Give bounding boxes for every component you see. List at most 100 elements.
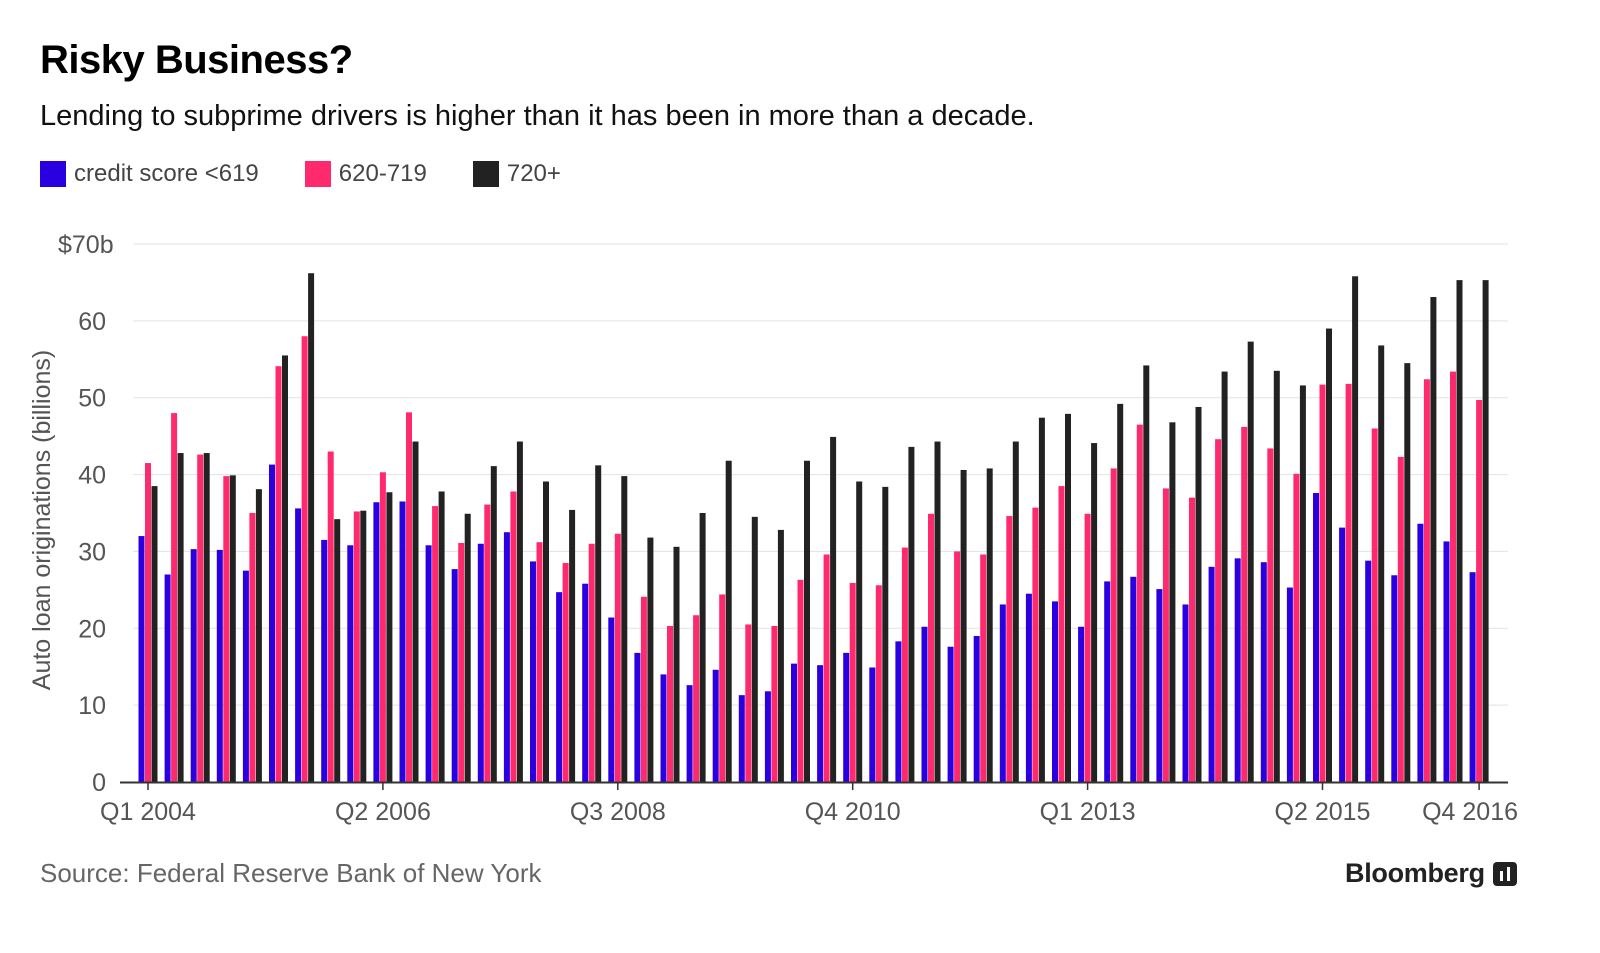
bar	[510, 491, 517, 782]
bar	[477, 543, 484, 782]
y-tick-label: 50	[78, 385, 106, 413]
bar	[1104, 581, 1111, 782]
bar	[1293, 473, 1300, 782]
bar-chart: 0 10 20 30 40 50 60 $70b Auto loan originations …	[28, 231, 1518, 826]
bar	[634, 652, 641, 782]
bar	[1182, 604, 1189, 782]
bar	[830, 436, 837, 782]
bar	[1404, 363, 1411, 782]
bar	[1006, 516, 1013, 782]
bar	[1052, 601, 1058, 782]
bar	[484, 504, 491, 782]
bar	[817, 665, 824, 782]
y-tick-label: 40	[78, 462, 106, 490]
bar	[282, 355, 288, 782]
bar	[1456, 280, 1463, 782]
bar	[360, 510, 367, 782]
bar	[308, 273, 315, 782]
bar	[353, 511, 360, 782]
bar	[823, 554, 830, 782]
bar	[569, 509, 576, 782]
bar	[686, 685, 693, 782]
bar	[1430, 297, 1437, 782]
bar	[301, 336, 308, 782]
bar	[1189, 497, 1195, 782]
bar	[745, 624, 752, 782]
bar	[804, 460, 810, 782]
bar	[1208, 566, 1215, 782]
bar	[954, 551, 961, 782]
y-tick-label: 30	[78, 538, 106, 566]
bar	[1326, 328, 1332, 782]
x-tick-label: Q2 2015	[1275, 798, 1371, 826]
bar	[1443, 541, 1450, 782]
bar	[1065, 413, 1071, 782]
bar	[1339, 527, 1346, 782]
bar	[347, 545, 354, 782]
brand-logo: Bloomberg	[1345, 858, 1517, 889]
legend-item-low: credit score <619	[40, 160, 259, 188]
bar	[242, 570, 249, 782]
bar	[719, 594, 726, 782]
bar	[875, 585, 882, 782]
bar	[647, 537, 654, 782]
bar	[438, 491, 445, 782]
bar	[1156, 589, 1163, 782]
y-tick-label: 60	[78, 308, 106, 336]
bar	[1032, 507, 1039, 782]
bar	[1084, 513, 1091, 782]
bar	[1078, 626, 1085, 782]
bar	[379, 472, 386, 782]
bar	[490, 466, 497, 782]
bar	[693, 615, 700, 782]
bar	[1136, 424, 1143, 782]
bar	[1025, 593, 1032, 782]
bar	[1273, 370, 1280, 782]
bar	[947, 646, 954, 782]
bar	[1299, 385, 1306, 782]
bar	[725, 460, 732, 782]
bar	[1267, 448, 1274, 782]
y-tick-label: 10	[78, 692, 106, 720]
bar	[327, 451, 334, 782]
bar	[1469, 572, 1476, 782]
bar	[1482, 280, 1489, 782]
legend-swatch-high	[472, 161, 499, 187]
bar	[1058, 486, 1065, 782]
y-tick-label: 0	[92, 769, 106, 797]
bar	[1169, 422, 1176, 782]
bar	[621, 476, 628, 782]
bar	[373, 502, 380, 782]
bar	[164, 574, 171, 782]
bar	[1110, 468, 1117, 782]
bar	[1417, 523, 1424, 782]
x-tick-label: Q2 2006	[335, 798, 431, 826]
bar	[777, 529, 784, 782]
bar	[1215, 439, 1222, 782]
bar	[712, 669, 719, 782]
bar	[543, 481, 549, 782]
bar	[1313, 493, 1319, 782]
y-axis-label: Auto loan originations (billions)	[28, 350, 56, 690]
x-tick-label: Q1 2004	[100, 798, 196, 826]
bar	[986, 468, 993, 782]
bar	[849, 582, 856, 782]
bar	[503, 532, 510, 782]
bar	[1038, 417, 1045, 782]
bar	[464, 513, 471, 782]
legend-label-low: credit score <619	[74, 160, 259, 187]
bar	[928, 513, 934, 782]
y-tick-label: $70b	[58, 231, 114, 259]
bar	[536, 542, 543, 782]
bar	[171, 413, 178, 782]
bar	[980, 554, 987, 782]
chart-legend: credit score <619 620-719 720+	[40, 160, 561, 188]
bar	[203, 453, 210, 782]
bar	[934, 441, 941, 782]
legend-label-mid: 620-719	[338, 160, 427, 187]
bar	[1352, 276, 1359, 782]
bar	[425, 545, 432, 782]
bar	[138, 536, 145, 782]
bar	[791, 663, 797, 782]
bar	[1143, 365, 1150, 782]
